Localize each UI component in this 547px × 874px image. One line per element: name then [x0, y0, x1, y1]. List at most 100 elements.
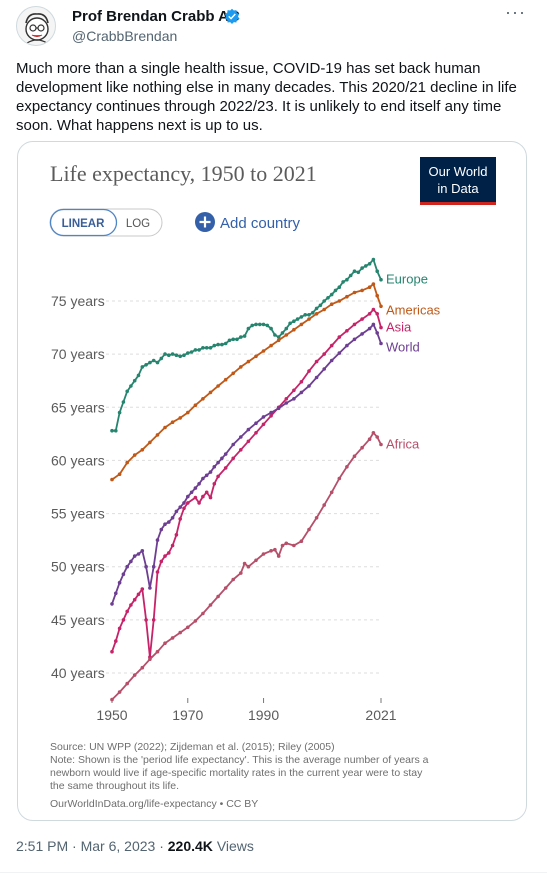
data-point [239, 435, 243, 439]
data-point [216, 594, 220, 599]
data-point [125, 681, 129, 686]
data-point [379, 442, 383, 447]
linear-toggle-button[interactable] [49, 208, 118, 237]
data-point [292, 327, 296, 332]
data-point [186, 494, 190, 499]
series-world[interactable] [110, 322, 383, 606]
data-point [326, 296, 330, 300]
note-line-1: Note: Shown is the 'period life expectan… [50, 754, 429, 766]
data-point [261, 552, 266, 556]
data-point [129, 603, 133, 607]
avatar[interactable] [16, 6, 56, 46]
data-point [318, 303, 323, 308]
data-point [163, 425, 167, 430]
data-point [329, 490, 334, 495]
data-point [371, 282, 376, 286]
chart-footer-link[interactable]: OurWorldInData.org/life-expectancy • CC … [50, 798, 258, 810]
data-point [276, 554, 281, 558]
data-point [329, 292, 334, 297]
data-point [174, 353, 179, 357]
life-expectancy-chart: Life expectancy, 1950 to 2021 Our World … [49, 157, 496, 810]
data-point [159, 559, 164, 564]
data-point [322, 503, 327, 507]
data-point [216, 342, 220, 347]
data-point [314, 375, 319, 380]
meta-separator-2: · [159, 838, 164, 854]
data-point [322, 307, 327, 312]
data-point [189, 490, 194, 495]
data-point [193, 403, 198, 408]
data-point [352, 322, 357, 327]
data-point [163, 522, 167, 526]
data-point [322, 299, 327, 303]
data-point [163, 554, 167, 558]
data-point [121, 572, 126, 576]
data-point [178, 354, 182, 359]
data-point [182, 506, 186, 511]
log-toggle-button[interactable]: LOG [126, 218, 150, 230]
data-point [273, 333, 277, 337]
data-point [155, 538, 160, 542]
data-point [352, 337, 357, 342]
verified-badge-icon [224, 8, 240, 24]
data-point [352, 290, 357, 295]
series-africa[interactable] [110, 431, 383, 702]
data-point [348, 273, 353, 278]
data-point [189, 350, 194, 354]
scale-toggle: LINEAR LOG [49, 208, 163, 237]
data-point [216, 474, 220, 479]
y-tick-label: 70 years [51, 346, 105, 362]
x-tick-label: 1970 [172, 707, 203, 723]
data-point [231, 337, 235, 342]
source-line: Source: UN WPP (2022); Zijdeman et al. (… [50, 741, 335, 753]
data-point [276, 335, 281, 339]
data-point [129, 559, 133, 564]
more-options-icon[interactable]: ··· [505, 2, 526, 22]
data-point [337, 299, 342, 303]
author-name[interactable]: Prof Brendan Crabb AC [72, 8, 240, 25]
data-point [170, 636, 175, 640]
author-handle[interactable]: @CrabbBrendan [72, 28, 178, 44]
data-point [132, 597, 137, 602]
add-country-button[interactable]: Add country [195, 212, 301, 232]
data-point [284, 401, 289, 405]
data-point [314, 312, 319, 316]
data-point [186, 625, 190, 630]
owid-logo[interactable]: Our World in Data [420, 157, 496, 205]
data-point [231, 371, 235, 376]
series-europe[interactable] [110, 257, 383, 433]
data-point [235, 337, 239, 342]
data-point [140, 549, 145, 553]
data-point [261, 349, 266, 353]
data-point [121, 400, 126, 404]
data-point [121, 618, 126, 622]
x-axis-ticks: 1950 1970 1990 2021 [96, 698, 397, 723]
data-point [299, 315, 304, 319]
series-asia[interactable] [110, 307, 383, 659]
data-point [242, 561, 247, 566]
data-point [204, 346, 209, 350]
views-label: Views [216, 838, 254, 854]
data-point [345, 294, 349, 299]
data-point [269, 410, 273, 415]
data-point [379, 341, 383, 346]
tweet-date[interactable]: Mar 6, 2023 [80, 838, 156, 854]
series-line [111, 283, 382, 481]
data-point [246, 439, 251, 444]
data-point [197, 501, 201, 505]
data-point [163, 352, 167, 356]
data-point [197, 482, 201, 486]
chart-image-card[interactable]: Life expectancy, 1950 to 2021 Our World … [17, 141, 527, 821]
series-americas[interactable] [110, 282, 383, 482]
series-label-world: World [386, 340, 420, 355]
tweet-time[interactable]: 2:51 PM [16, 838, 69, 854]
data-point [254, 354, 258, 359]
data-point [284, 541, 289, 546]
data-point [140, 448, 145, 452]
data-point [151, 618, 156, 622]
linear-toggle-label: LINEAR [62, 218, 106, 230]
data-point [144, 363, 148, 367]
data-point [375, 331, 380, 335]
data-point [284, 397, 289, 401]
data-point [178, 630, 182, 635]
